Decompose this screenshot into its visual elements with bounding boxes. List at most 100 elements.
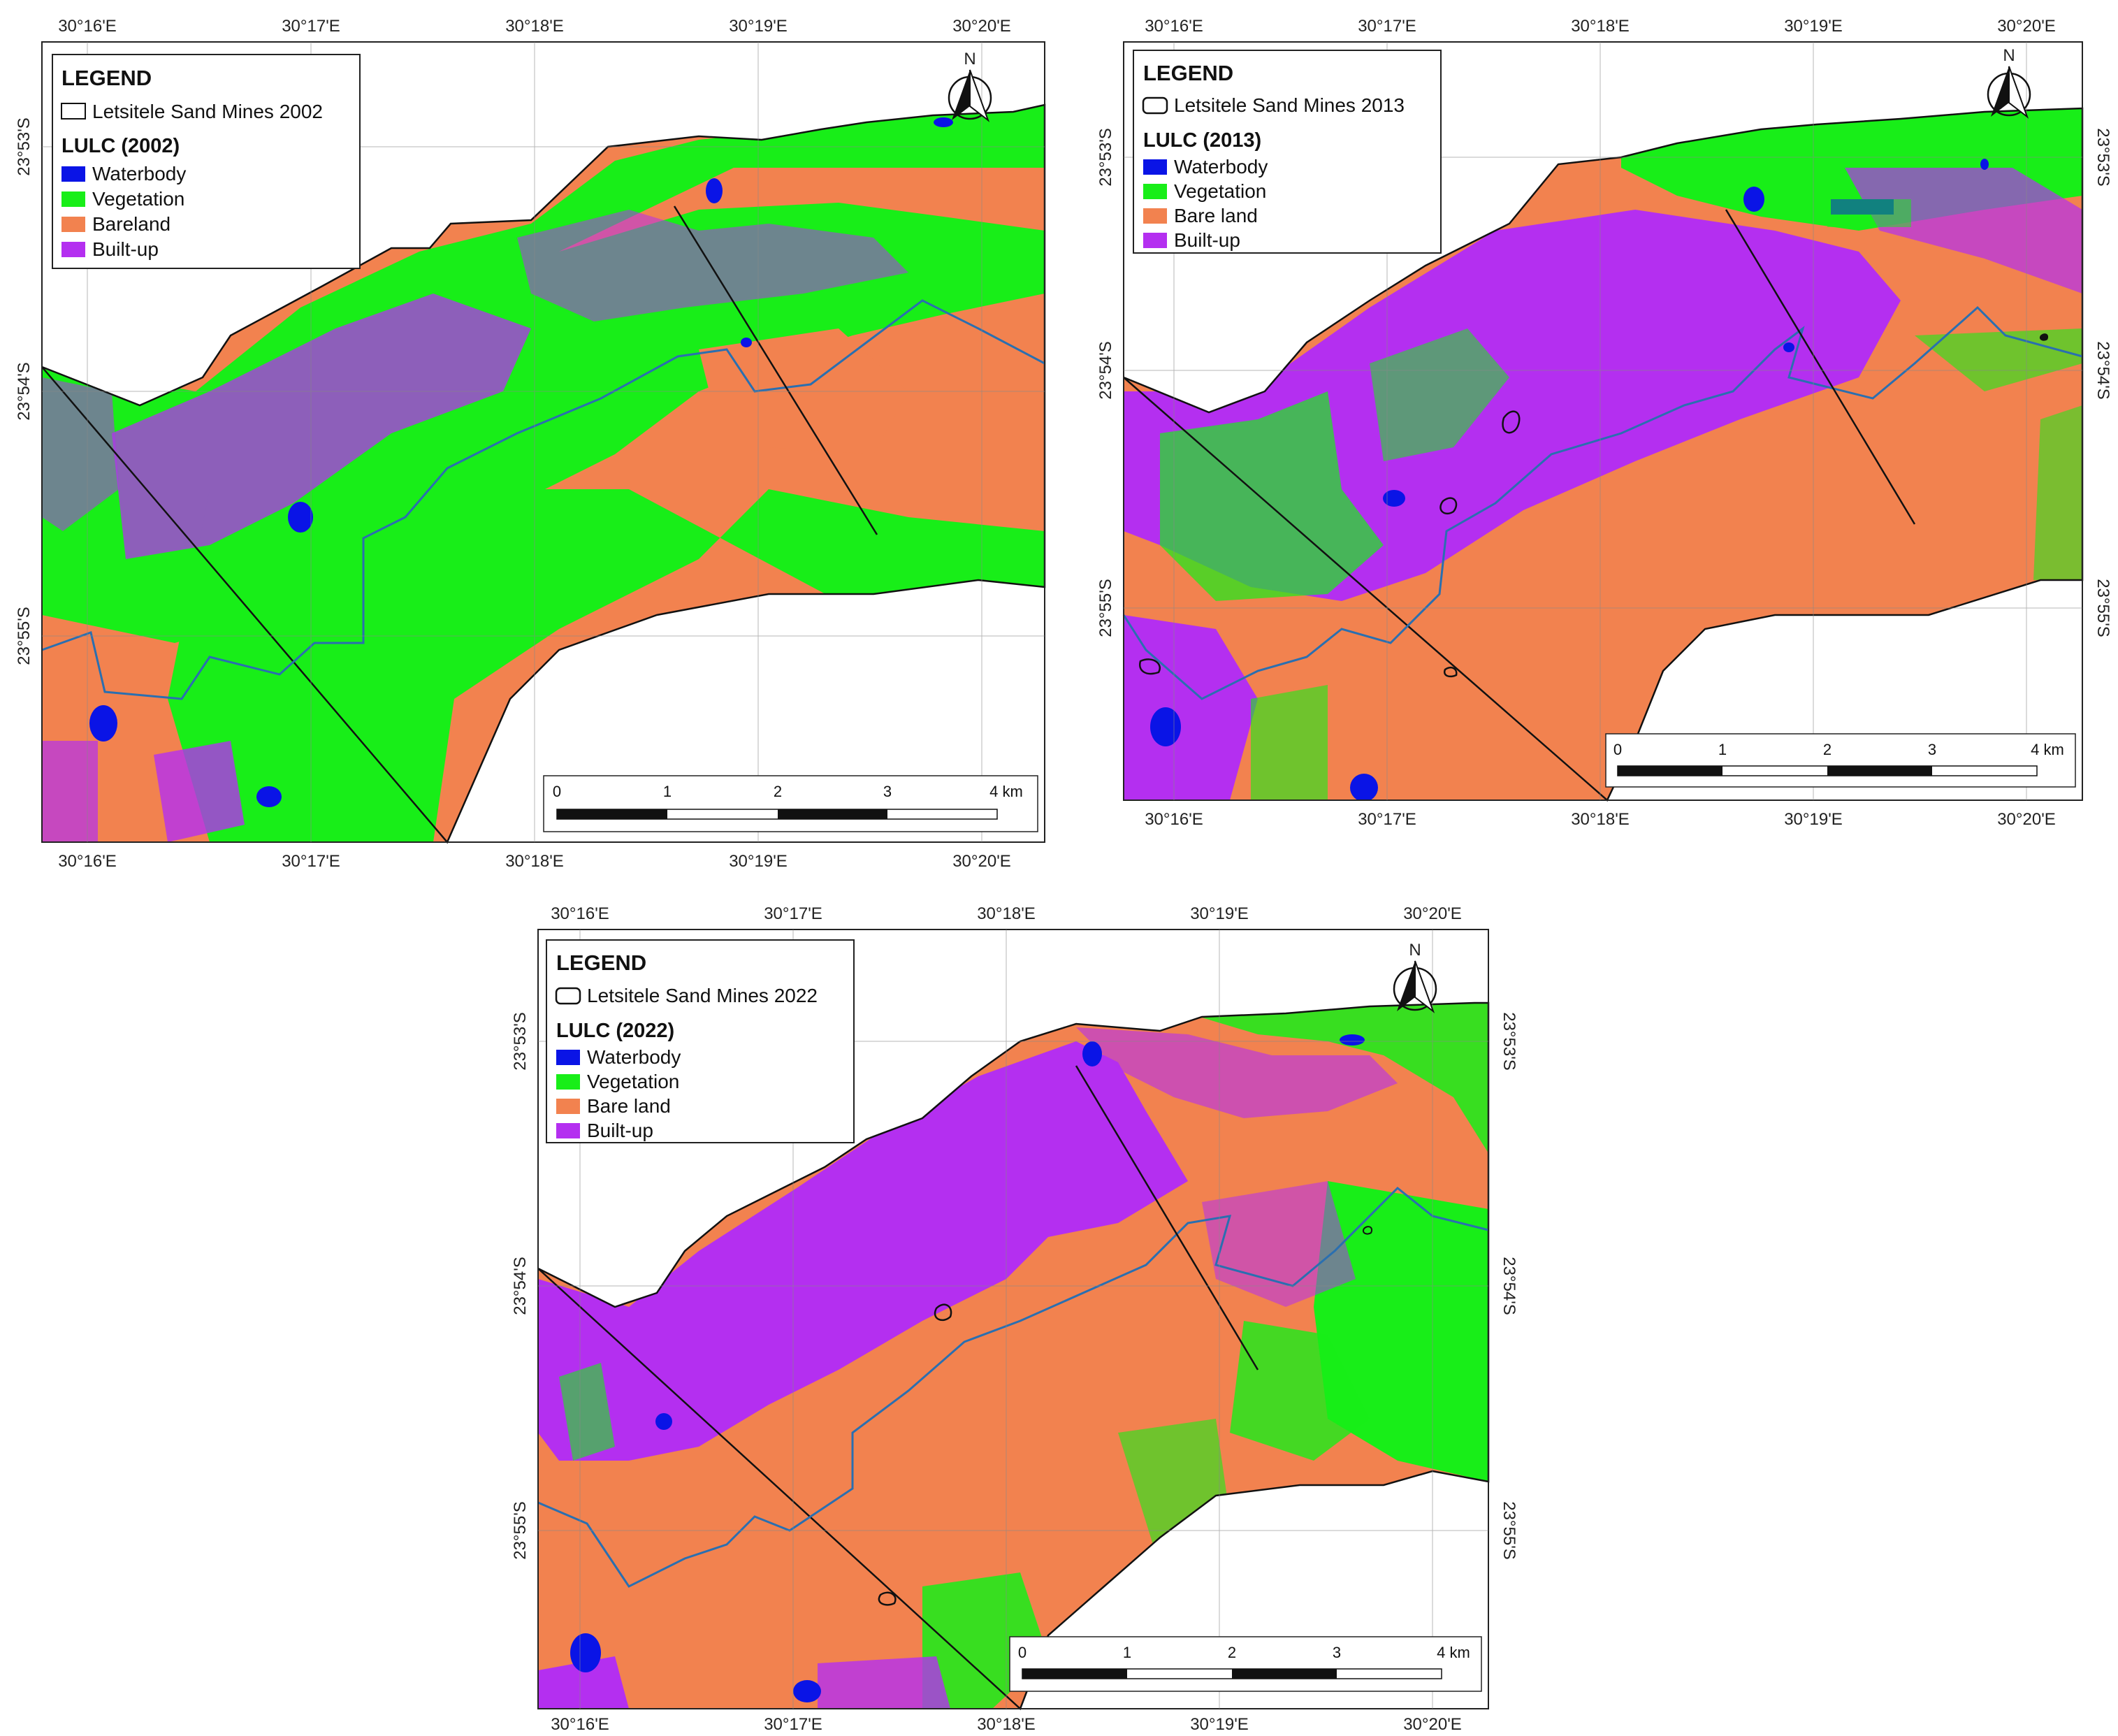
- legend-class-label: Bare land: [1174, 205, 1258, 226]
- lon-label-top: 30°17'E: [764, 904, 822, 923]
- lon-label-top: 30°18'E: [1571, 17, 1630, 36]
- lulc-map-2013: 30°16'E 30°17'E 30°18'E 30°19'E 30°20'E …: [1096, 17, 2112, 829]
- bareland-swatch: [556, 1099, 580, 1114]
- lat-label-right: 23°54'S: [1500, 1257, 1518, 1315]
- scale-label: 1: [1123, 1644, 1131, 1661]
- top-lon-labels: 30°16'E 30°17'E 30°18'E 30°19'E 30°20'E: [1145, 17, 2056, 36]
- legend-title: LEGEND: [1143, 61, 1233, 85]
- map-panel-2013: 30°16'E 30°17'E 30°18'E 30°19'E 30°20'E …: [1076, 0, 2118, 874]
- waterbody-swatch: [556, 1050, 580, 1065]
- vegetation-swatch: [1143, 184, 1167, 199]
- scale-label: 0: [553, 783, 561, 800]
- north-letter: N: [2003, 46, 2015, 65]
- scale-label: 2: [1823, 741, 1832, 758]
- legend-class-label: Bareland: [92, 213, 171, 235]
- lat-label-left: 23°53'S: [15, 117, 34, 176]
- latlon-grid: [538, 930, 1488, 1709]
- legend-class-label: Waterbody: [587, 1046, 681, 1068]
- scale-bar: 0 1 2 3 4 km: [543, 775, 1038, 832]
- lon-label-bottom: 30°17'E: [1358, 810, 1416, 829]
- scale-label: 3: [1928, 741, 1936, 758]
- legend-class-label: Vegetation: [92, 188, 184, 210]
- builtup-swatch: [1143, 233, 1167, 248]
- lulc-map-2002: 30°16'E 30°17'E 30°18'E 30°19'E 30°20'E …: [15, 17, 1046, 871]
- legend-title: LEGEND: [556, 950, 646, 975]
- scale-label: 2: [774, 783, 782, 800]
- north-arrow-icon: N: [1393, 941, 1437, 1013]
- legend-class-label: Waterbody: [1174, 156, 1268, 178]
- map-panel-2022: 30°16'E 30°17'E 30°18'E 30°19'E 30°20'E …: [489, 888, 1544, 1736]
- lon-label-top: 30°20'E: [1403, 904, 1462, 923]
- left-lat-labels: 23°53'S 23°54'S 23°55'S: [1096, 128, 1115, 637]
- scale-label: 4 km: [1437, 1644, 1470, 1661]
- legend-lulc-title: LULC (2002): [61, 135, 180, 157]
- lon-label-top: 30°17'E: [282, 17, 340, 36]
- scale-label: 2: [1228, 1644, 1236, 1661]
- lon-label-bottom: 30°18'E: [1571, 810, 1630, 829]
- scale-bar: 0 1 2 3 4 km: [1009, 1636, 1482, 1692]
- lon-label-top: 30°20'E: [952, 17, 1011, 36]
- scale-label: 4 km: [989, 783, 1023, 800]
- lon-label-top: 30°18'E: [505, 17, 564, 36]
- legend-2013: LEGEND Letsitele Sand Mines 2013 LULC (2…: [1133, 50, 1442, 254]
- mines-outline-swatch: [61, 103, 86, 120]
- mines-outline-swatch: [555, 987, 581, 1005]
- right-lat-labels: 23°53'S 23°54'S 23°55'S: [1500, 1012, 1518, 1560]
- lon-label-bottom: 30°20'E: [1997, 810, 2056, 829]
- legend-mines-label: Letsitele Sand Mines 2013: [1174, 94, 1405, 116]
- lat-label-right: 23°54'S: [2094, 341, 2112, 400]
- vegetation-swatch: [61, 191, 85, 207]
- north-arrow-icon: N: [948, 50, 992, 122]
- legend-class-label: Built-up: [92, 238, 159, 260]
- waterbody-swatch: [61, 166, 85, 182]
- bottom-lon-labels: 30°16'E 30°17'E 30°18'E 30°19'E 30°20'E: [58, 852, 1011, 871]
- lat-label-right: 23°53'S: [1500, 1012, 1518, 1071]
- legend-class-label: Vegetation: [1174, 180, 1266, 202]
- left-lat-labels: 23°53'S 23°54'S 23°55'S: [511, 1012, 530, 1560]
- scale-label: 0: [1018, 1644, 1027, 1661]
- lat-label-left: 23°55'S: [15, 607, 34, 665]
- lon-label-top: 30°19'E: [1784, 17, 1843, 36]
- lon-label-bottom: 30°17'E: [282, 852, 340, 871]
- lon-label-bottom: 30°16'E: [58, 852, 117, 871]
- lon-label-top: 30°17'E: [1358, 17, 1416, 36]
- lon-label-top: 30°16'E: [1145, 17, 1203, 36]
- lat-label-left: 23°53'S: [511, 1012, 530, 1071]
- legend-mines-label: Letsitele Sand Mines 2002: [92, 101, 323, 122]
- lon-label-top: 30°20'E: [1997, 17, 2056, 36]
- lat-label-left: 23°55'S: [511, 1501, 530, 1560]
- lat-label-right: 23°55'S: [2094, 579, 2112, 637]
- lat-label-right: 23°55'S: [1500, 1501, 1518, 1560]
- lon-label-bottom: 30°19'E: [1784, 810, 1843, 829]
- scale-label: 3: [1333, 1644, 1341, 1661]
- lat-label-right: 23°53'S: [2094, 128, 2112, 187]
- lon-label-bottom: 30°18'E: [977, 1715, 1036, 1734]
- lulc-map-2022: 30°16'E 30°17'E 30°18'E 30°19'E 30°20'E …: [511, 904, 1518, 1734]
- north-letter: N: [1409, 941, 1421, 960]
- scale-label: 3: [883, 783, 892, 800]
- bareland-swatch: [61, 217, 85, 232]
- lat-label-left: 23°54'S: [511, 1257, 530, 1315]
- scale-label: 0: [1613, 741, 1622, 758]
- lat-label-left: 23°53'S: [1096, 128, 1115, 187]
- lon-label-bottom: 30°17'E: [764, 1715, 822, 1734]
- bottom-lon-labels: 30°16'E 30°17'E 30°18'E 30°19'E 30°20'E: [1145, 810, 2056, 829]
- legend-title: LEGEND: [61, 66, 152, 90]
- lat-label-left: 23°54'S: [15, 362, 34, 421]
- lon-label-bottom: 30°20'E: [952, 852, 1011, 871]
- lon-label-top: 30°19'E: [1190, 904, 1249, 923]
- top-lon-labels: 30°16'E 30°17'E 30°18'E 30°19'E 30°20'E: [551, 904, 1462, 923]
- scale-label: 4 km: [2031, 741, 2064, 758]
- builtup-swatch: [556, 1123, 580, 1138]
- bareland-swatch: [1143, 208, 1167, 224]
- left-lat-labels: 23°53'S 23°54'S 23°55'S: [15, 117, 34, 665]
- legend-class-label: Built-up: [587, 1120, 653, 1141]
- scale-bar: 0 1 2 3 4 km: [1605, 733, 2076, 788]
- lat-label-left: 23°55'S: [1096, 579, 1115, 637]
- legend-class-label: Built-up: [1174, 229, 1240, 251]
- latlon-grid: [42, 42, 1045, 842]
- scale-label: 1: [663, 783, 672, 800]
- legend-lulc-title: LULC (2022): [556, 1020, 674, 1042]
- legend-class-label: Waterbody: [92, 163, 186, 185]
- top-lon-labels: 30°16'E 30°17'E 30°18'E 30°19'E 30°20'E: [58, 17, 1011, 36]
